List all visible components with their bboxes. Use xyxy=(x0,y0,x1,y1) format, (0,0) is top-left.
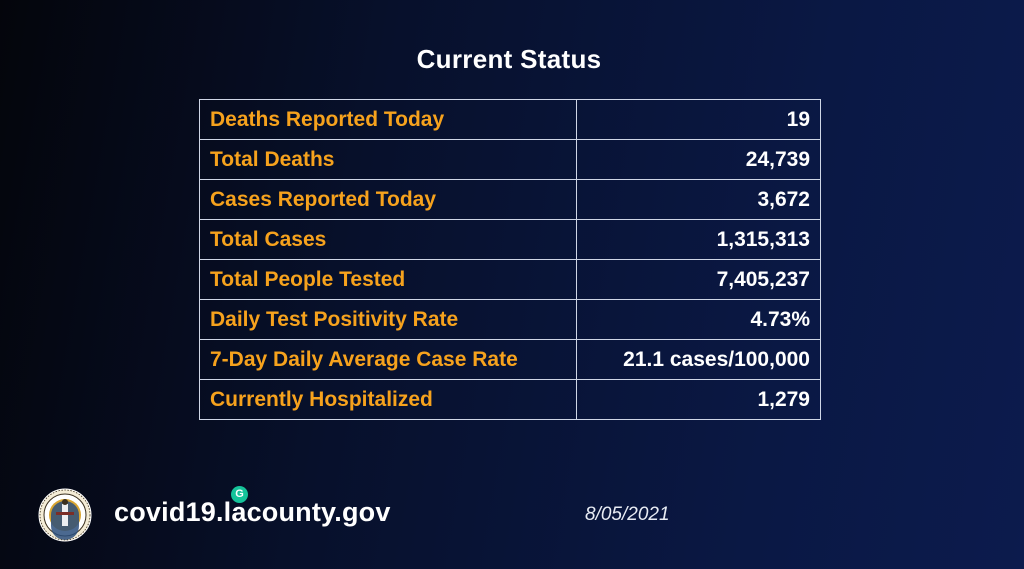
row-label: Cases Reported Today xyxy=(199,179,577,220)
row-label: 7-Day Daily Average Case Rate xyxy=(199,339,577,380)
row-value: 1,279 xyxy=(576,379,821,420)
table-row: Daily Test Positivity Rate 4.73% xyxy=(199,299,821,340)
row-value: 4.73% xyxy=(576,299,821,340)
table-row: Currently Hospitalized 1,279 xyxy=(199,379,821,420)
row-value: 21.1 cases/100,000 xyxy=(576,339,821,380)
grammarly-icon[interactable]: G xyxy=(231,486,248,503)
row-value: 19 xyxy=(576,99,821,140)
row-value: 1,315,313 xyxy=(576,219,821,260)
row-value: 3,672 xyxy=(576,179,821,220)
website-url: covid19.lacounty.gov xyxy=(114,497,391,527)
row-value: 24,739 xyxy=(576,139,821,180)
table-row: 7-Day Daily Average Case Rate 21.1 cases… xyxy=(199,339,821,380)
page-title: Current Status xyxy=(416,44,602,74)
row-label: Daily Test Positivity Rate xyxy=(199,299,577,340)
row-label: Total Deaths xyxy=(199,139,577,180)
row-value: 7,405,237 xyxy=(576,259,821,300)
table-row: Total People Tested 7,405,237 xyxy=(199,259,821,300)
table-row: Total Cases 1,315,313 xyxy=(199,219,821,260)
row-label: Currently Hospitalized xyxy=(199,379,577,420)
report-date: 8/05/2021 xyxy=(585,504,670,525)
county-seal-icon xyxy=(38,488,92,542)
table-row: Deaths Reported Today 19 xyxy=(199,99,821,140)
table-row: Cases Reported Today 3,672 xyxy=(199,179,821,220)
table-row: Total Deaths 24,739 xyxy=(199,139,821,180)
status-table: Deaths Reported Today 19 Total Deaths 24… xyxy=(199,99,821,420)
row-label: Deaths Reported Today xyxy=(199,99,577,140)
row-label: Total People Tested xyxy=(199,259,577,300)
row-label: Total Cases xyxy=(199,219,577,260)
